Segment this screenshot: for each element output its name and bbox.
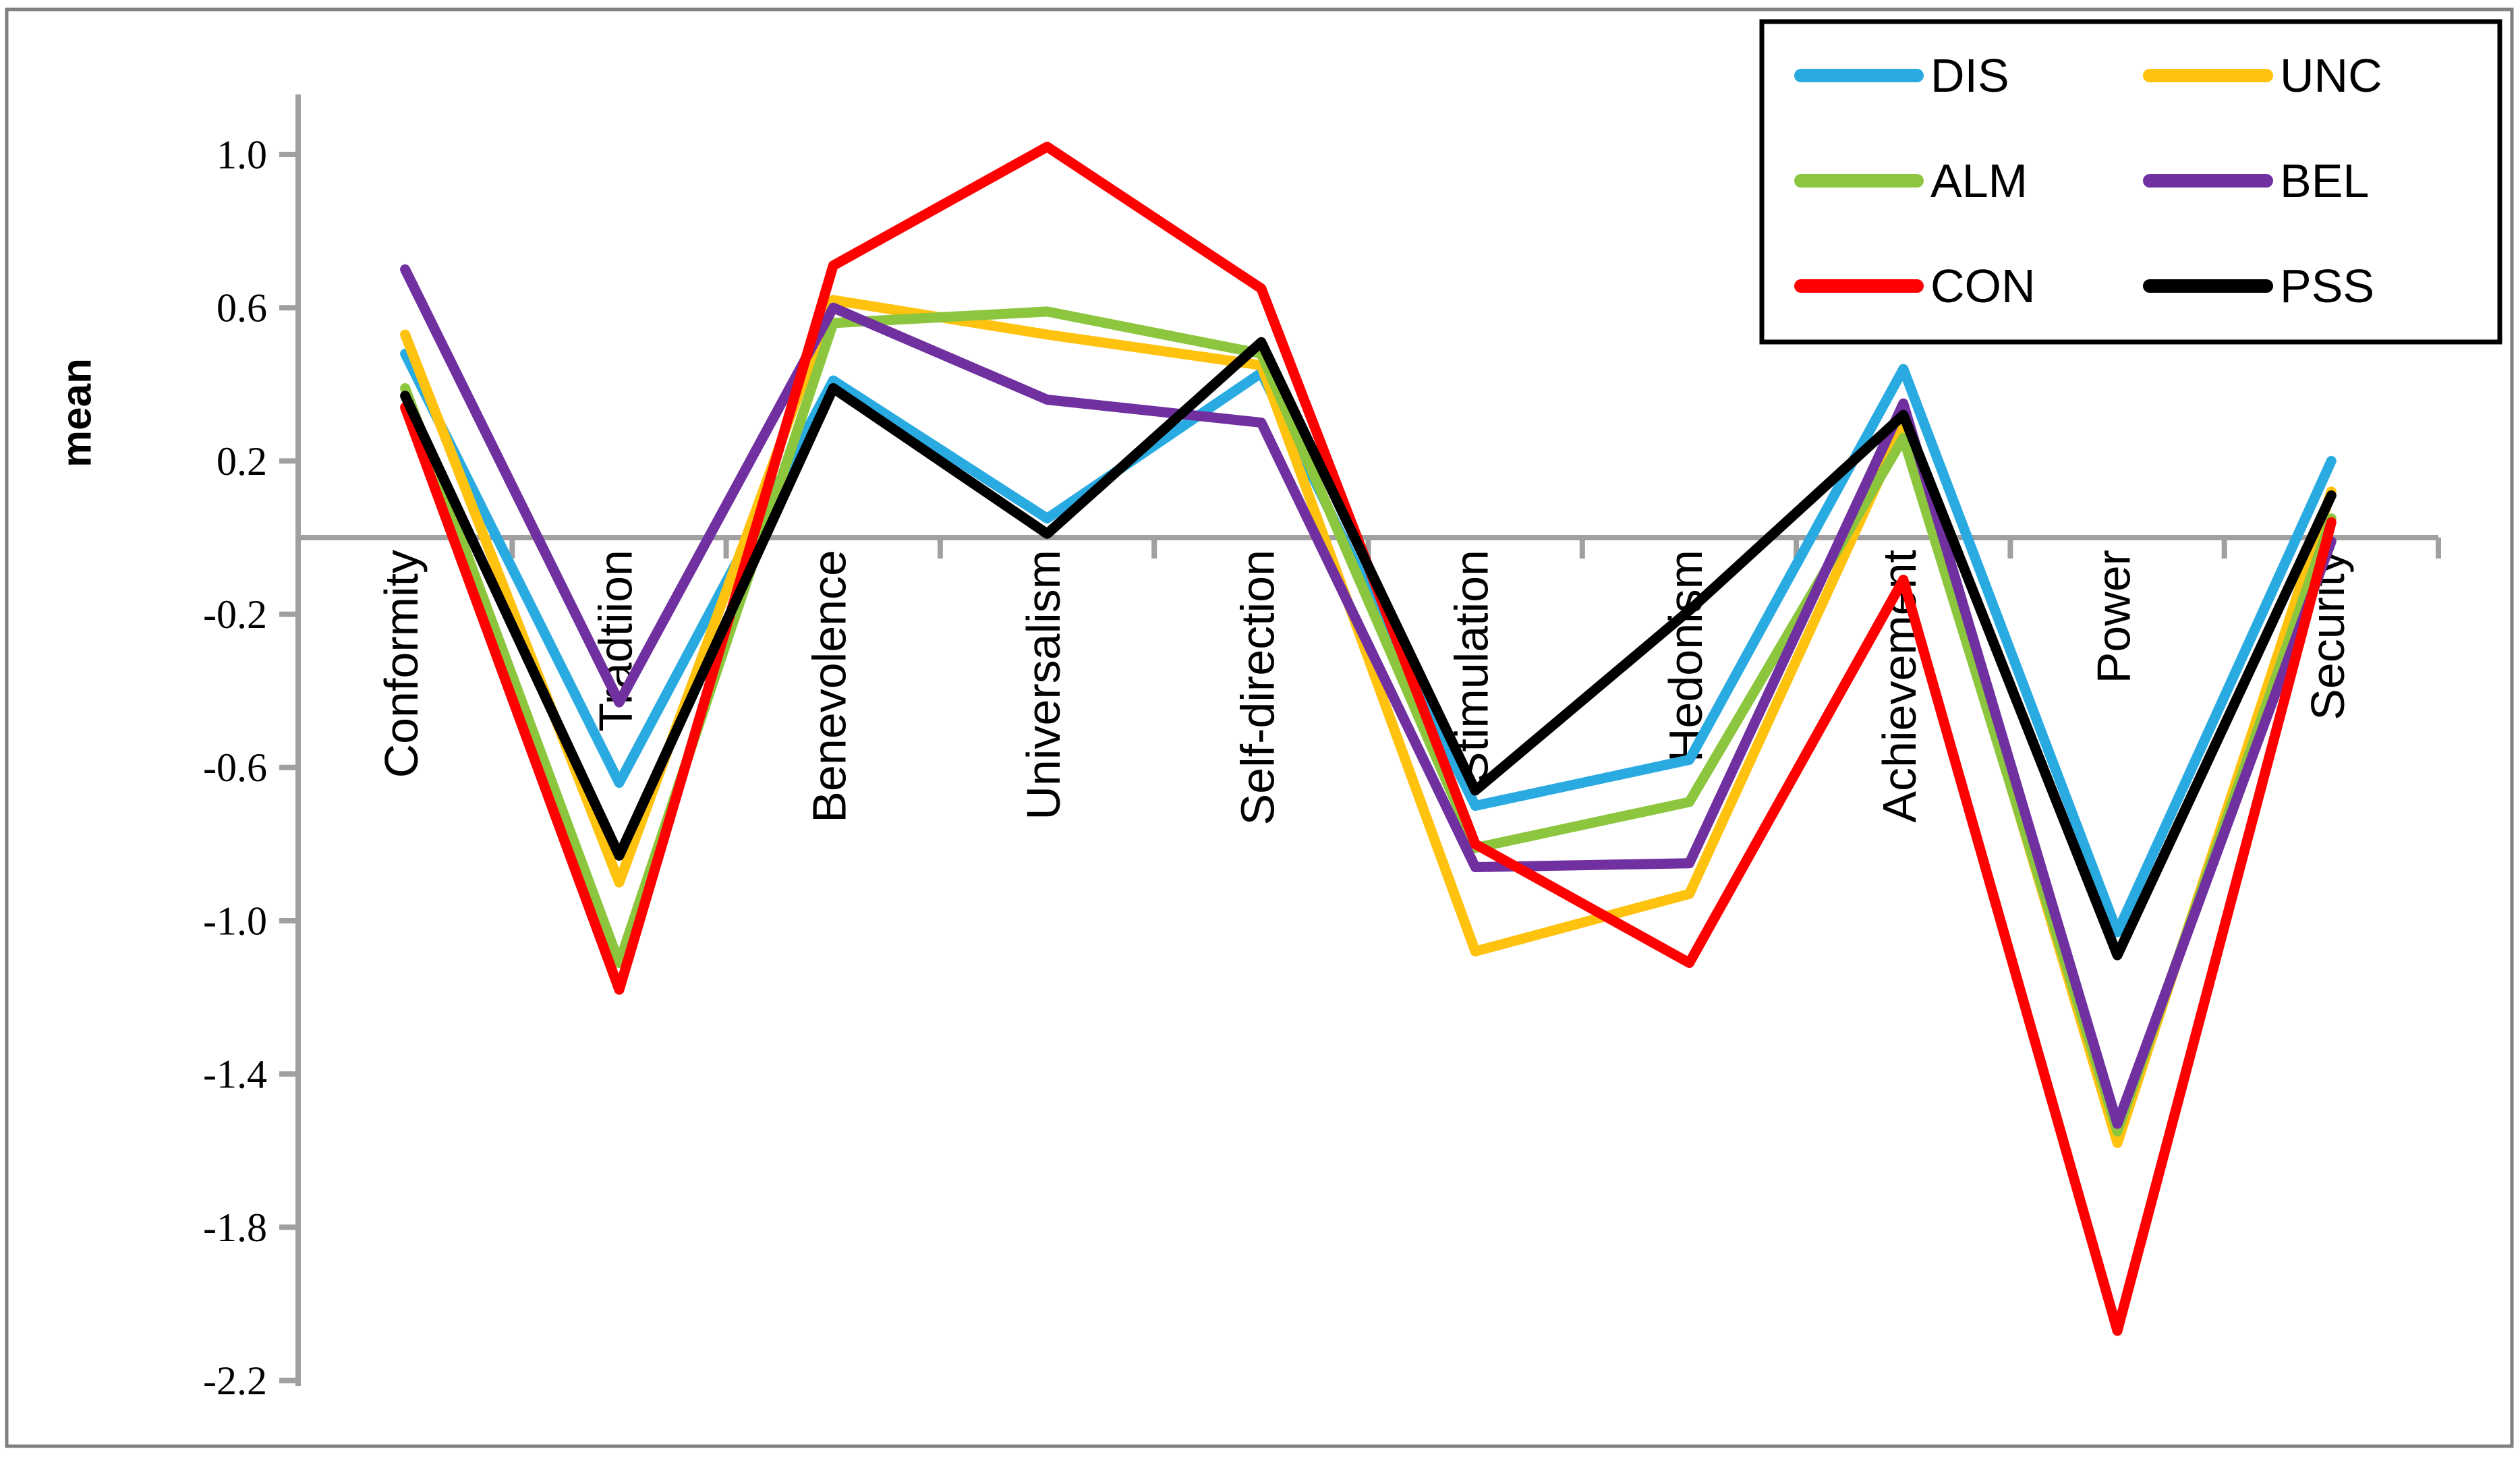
x-axis-label-self-direction: Self-direction [1231, 550, 1284, 826]
legend-label-dis: DIS [1930, 49, 2009, 102]
series-line-pss [400, 337, 2337, 961]
x-axis-label-conformity: Conformity [375, 550, 428, 778]
y-axis-tick-label: -0.6 [203, 745, 267, 790]
legend: DIS UNC ALM BEL CON PSS [1759, 19, 2502, 345]
legend-label-pss: PSS [2280, 260, 2374, 312]
x-axis-label-power: Power [2088, 550, 2140, 683]
legend-item-alm: ALM [1794, 154, 2028, 207]
legend-item-unc: UNC [2143, 49, 2382, 102]
y-axis-tick-label: -1.0 [203, 898, 267, 943]
legend-item-bel: BEL [2143, 154, 2369, 207]
x-axis-label-benevolence: Benevolence [803, 550, 856, 823]
legend-label-alm: ALM [1930, 154, 2028, 207]
y-axis-tick-label: 0.2 [217, 439, 267, 484]
y-axis-tick-label: -0.2 [203, 592, 267, 637]
figure-border [5, 7, 2514, 1448]
axes: 1.0 0.6 0.2 -0.2 -0.6 -1.0 -1.4 -1.8 -2.2 Conform… [203, 94, 2441, 1403]
y-axis-title: mean [53, 358, 100, 467]
x-axis-label-universalism: Universalism [1017, 550, 1070, 820]
y-axis-tick-label: -2.2 [203, 1359, 267, 1403]
y-axis-tick-label: -1.8 [203, 1205, 267, 1250]
series-group [400, 142, 2337, 1336]
y-axis-tick-label: -1.4 [203, 1052, 267, 1097]
legend-label-con: CON [1930, 260, 2036, 312]
series-line-bel [400, 264, 2337, 1129]
legend-item-con: CON [1794, 260, 2036, 312]
legend-item-dis: DIS [1794, 49, 2009, 102]
legend-item-pss: PSS [2143, 260, 2374, 312]
y-axis-tick-label: 1.0 [217, 132, 267, 177]
legend-label-bel: BEL [2280, 154, 2369, 207]
y-axis-tick-label: 0.6 [217, 286, 267, 331]
legend-label-unc: UNC [2280, 49, 2382, 102]
